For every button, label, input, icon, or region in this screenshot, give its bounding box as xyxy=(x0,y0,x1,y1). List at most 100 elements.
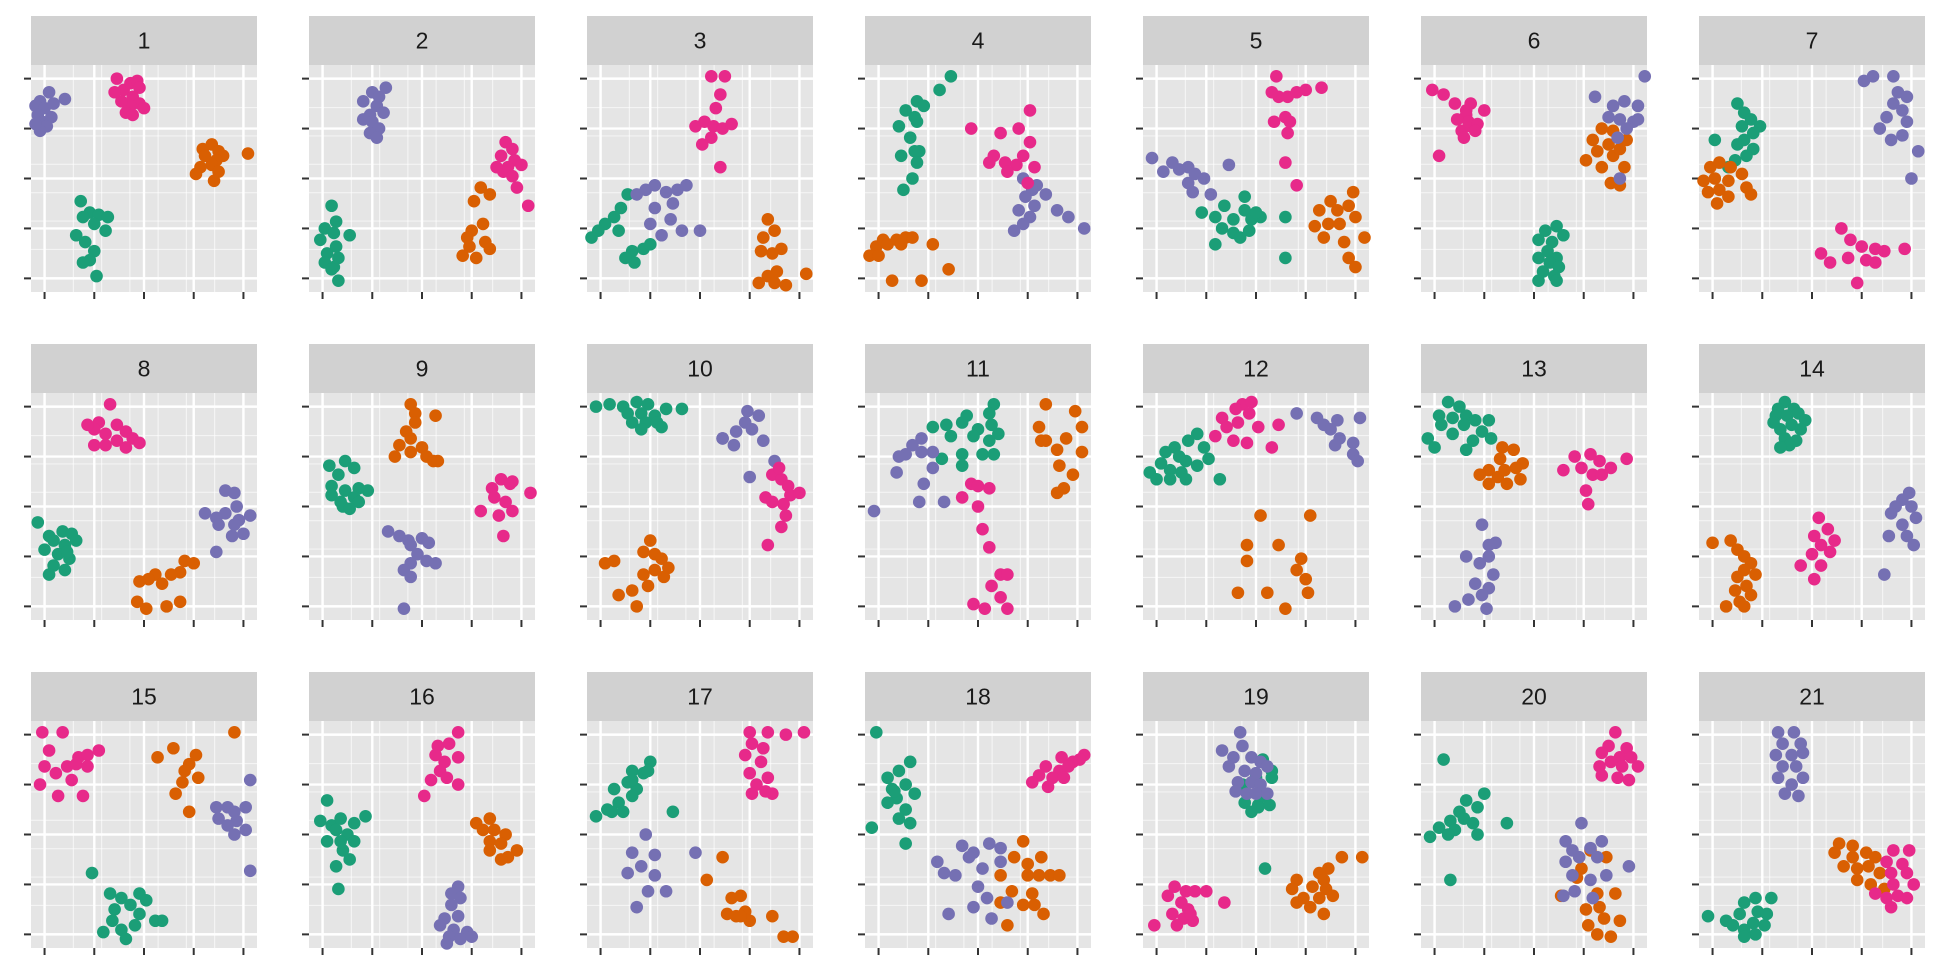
data-point-purple xyxy=(942,907,955,921)
data-point-green xyxy=(906,172,919,185)
data-point-green xyxy=(1466,434,1480,447)
data-point-green xyxy=(955,459,969,472)
data-point-pink xyxy=(474,504,488,518)
data-point-green xyxy=(1760,907,1774,921)
data-point-orange xyxy=(1719,600,1733,613)
data-point-pink xyxy=(1620,452,1633,466)
data-point-pink xyxy=(490,160,503,174)
data-point-green xyxy=(1459,443,1473,457)
data-point-purple xyxy=(1559,855,1572,869)
data-point-green xyxy=(314,233,327,247)
data-point-pink xyxy=(440,771,454,785)
data-point-orange xyxy=(187,556,201,570)
data-point-purple xyxy=(743,470,757,484)
data-point-green xyxy=(621,188,634,201)
data-point-purple xyxy=(648,869,662,882)
data-point-orange xyxy=(756,231,770,244)
data-point-pink xyxy=(994,126,1007,140)
data-point-pink xyxy=(1584,447,1597,461)
data-point-green xyxy=(1190,459,1204,472)
data-point-purple xyxy=(1584,873,1597,887)
data-point-orange xyxy=(1032,869,1046,882)
data-point-pink xyxy=(36,726,49,739)
facet-label: 6 xyxy=(1528,28,1541,54)
facet-strip xyxy=(865,672,1091,721)
data-point-green xyxy=(625,764,639,778)
data-point-green xyxy=(910,115,924,129)
data-point-pink xyxy=(1432,149,1446,163)
data-point-pink xyxy=(1604,755,1618,769)
data-point-green xyxy=(1249,206,1263,219)
facet-strip xyxy=(31,344,257,393)
data-point-purple xyxy=(1462,593,1475,606)
data-point-green xyxy=(314,814,327,828)
data-point-green xyxy=(101,210,115,224)
data-point-pink xyxy=(1315,81,1328,94)
data-point-orange xyxy=(483,812,497,825)
data-point-orange xyxy=(1581,919,1595,932)
data-point-purple xyxy=(1884,133,1898,147)
data-point-orange xyxy=(476,823,490,837)
data-point-green xyxy=(955,416,969,429)
data-point-green xyxy=(85,866,99,880)
data-point-orange xyxy=(1697,174,1710,188)
data-point-orange xyxy=(1053,459,1066,472)
data-point-purple xyxy=(1873,122,1887,135)
data-point-orange xyxy=(641,579,655,593)
data-point-pink xyxy=(42,744,56,757)
facet-strip xyxy=(1143,672,1369,721)
data-point-orange xyxy=(1028,898,1041,912)
data-point-purple xyxy=(1905,172,1918,185)
data-point-purple xyxy=(1249,787,1263,800)
data-point-green xyxy=(917,99,931,113)
data-point-purple xyxy=(221,819,234,832)
data-point-pink xyxy=(1290,179,1303,192)
data-point-green xyxy=(1749,891,1762,905)
data-point-pink xyxy=(1823,256,1837,269)
data-point-orange xyxy=(1593,900,1606,914)
data-point-purple xyxy=(1909,511,1923,525)
data-point-orange xyxy=(1059,432,1073,445)
data-point-purple xyxy=(1001,896,1014,909)
data-point-pink xyxy=(110,72,124,85)
data-point-pink xyxy=(689,119,702,133)
data-point-pink xyxy=(1227,434,1240,447)
data-point-orange xyxy=(1590,144,1604,158)
data-point-green xyxy=(892,119,906,133)
data-point-pink xyxy=(1218,896,1231,909)
data-point-orange xyxy=(474,181,488,194)
data-point-orange xyxy=(1579,154,1593,167)
facet-strip xyxy=(587,344,813,393)
data-point-green xyxy=(139,894,153,907)
data-point-pink xyxy=(1878,244,1891,258)
data-point-green xyxy=(69,534,83,547)
data-point-orange xyxy=(766,247,779,260)
data-point-green xyxy=(585,231,598,244)
data-point-pink xyxy=(126,108,139,122)
data-point-orange xyxy=(155,577,169,590)
data-point-purple xyxy=(1157,165,1170,178)
facet-strip xyxy=(1421,344,1647,393)
data-point-green xyxy=(625,773,639,787)
facet-label: 13 xyxy=(1521,356,1547,382)
data-point-orange xyxy=(1326,889,1340,903)
data-point-pink xyxy=(761,771,775,785)
data-point-green xyxy=(1539,224,1552,238)
facet-panel: 7 xyxy=(1692,16,1925,299)
data-point-pink xyxy=(976,522,989,536)
data-point-purple xyxy=(1028,199,1041,213)
data-point-pink xyxy=(1609,726,1622,739)
data-point-green xyxy=(1179,472,1193,486)
data-point-purple xyxy=(1896,104,1909,117)
data-point-orange xyxy=(167,741,180,755)
data-point-green xyxy=(334,812,347,825)
data-point-pink xyxy=(1229,402,1242,416)
data-point-orange xyxy=(1342,251,1355,265)
data-point-orange xyxy=(1873,866,1887,880)
data-point-green xyxy=(1708,133,1722,147)
data-point-pink xyxy=(1448,97,1462,110)
data-point-pink xyxy=(1823,545,1837,559)
data-point-orange xyxy=(1068,404,1082,418)
data-point-orange xyxy=(1737,600,1751,613)
data-point-pink xyxy=(1437,88,1450,101)
